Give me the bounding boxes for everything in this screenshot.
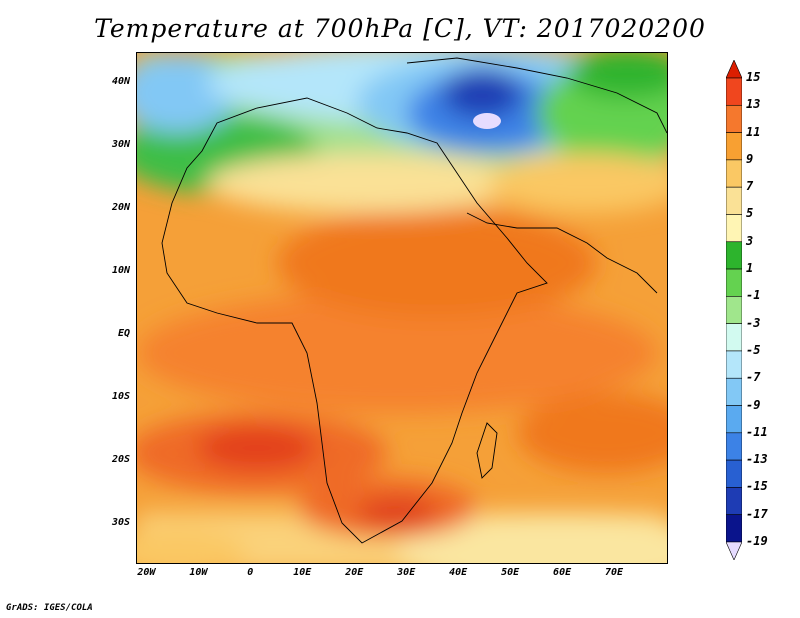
colorbar-segment bbox=[726, 77, 742, 106]
colorbar-label: -11 bbox=[746, 424, 768, 439]
lon-label: 40E bbox=[449, 567, 468, 578]
colorbar-label: 9 bbox=[746, 151, 754, 166]
colorbar-segment bbox=[726, 241, 742, 270]
colorbar-bottom-arrow bbox=[726, 541, 742, 560]
colorbar-segment bbox=[726, 104, 742, 133]
lat-label: 40N bbox=[111, 76, 130, 88]
colorbar-segment bbox=[726, 487, 742, 516]
colorbar-label: 3 bbox=[746, 233, 754, 248]
colorbar-label: -9 bbox=[746, 397, 761, 412]
coastlines bbox=[161, 57, 667, 544]
lat-label: 20S bbox=[111, 454, 130, 466]
colorbar-segment bbox=[726, 323, 742, 352]
colorbar-label: -7 bbox=[746, 370, 761, 385]
lat-label: 20N bbox=[111, 202, 130, 214]
colorbar-label: 1 bbox=[746, 261, 754, 276]
colorbar-label: -5 bbox=[746, 342, 761, 357]
cold-core bbox=[473, 113, 501, 129]
lat-label: 10N bbox=[111, 265, 130, 277]
colorbar-segment bbox=[726, 214, 742, 243]
colorbar-label: -19 bbox=[746, 534, 768, 548]
map-title: Temperature at 700hPa [C], VT: 201702020… bbox=[94, 14, 706, 43]
colorbar-segment bbox=[726, 432, 742, 461]
lon-label: 60E bbox=[553, 567, 572, 578]
temperature-map bbox=[136, 52, 668, 564]
lon-label: 20E bbox=[345, 567, 364, 578]
colorbar-label: -1 bbox=[746, 288, 761, 303]
colorbar-label: 7 bbox=[746, 179, 754, 194]
lon-label: 10W bbox=[189, 567, 208, 578]
colorbar-label: -17 bbox=[746, 506, 768, 521]
colorbar-segment bbox=[726, 268, 742, 297]
lon-label: 30E bbox=[397, 567, 416, 578]
map-canvas bbox=[137, 53, 667, 563]
colorbar-label: 5 bbox=[746, 206, 754, 221]
colorbar-segment bbox=[726, 159, 742, 188]
lon-label: 50E bbox=[501, 567, 520, 578]
temperature-field bbox=[137, 53, 667, 563]
colorbar-segment bbox=[726, 405, 742, 434]
lat-label: EQ bbox=[117, 328, 130, 340]
colorbar-label: -15 bbox=[746, 479, 768, 494]
colorbar-segment bbox=[726, 350, 742, 379]
colorbar-label: -3 bbox=[746, 315, 761, 330]
colorbar-segment bbox=[726, 186, 742, 215]
lat-label: 30S bbox=[111, 517, 130, 529]
lon-label: 20W bbox=[137, 567, 156, 578]
colorbar-segment bbox=[726, 377, 742, 406]
colorbar-label: 15 bbox=[746, 70, 761, 84]
colorbar-segment bbox=[726, 514, 742, 543]
lat-label: 30N bbox=[111, 139, 130, 151]
colorbar-label: -13 bbox=[746, 452, 768, 467]
colorbar-label: 13 bbox=[746, 97, 761, 112]
lon-label: 0 bbox=[247, 567, 254, 578]
lon-label: 10E bbox=[293, 567, 312, 578]
colorbar bbox=[726, 60, 742, 560]
colorbar-label: 11 bbox=[746, 124, 761, 139]
credit-text: GrADS: IGES/COLA bbox=[6, 603, 93, 613]
colorbar-segment bbox=[726, 296, 742, 324]
colorbar-segment bbox=[726, 459, 742, 488]
lon-label: 70E bbox=[605, 567, 624, 578]
lat-label: 10S bbox=[111, 391, 130, 403]
colorbar-top-arrow bbox=[726, 60, 742, 79]
colorbar-legend: 15 13 11 9 7 5 3 1 -1 -3 -5 -7 -9 -11 -13 -15 -17 -19 bbox=[722, 60, 792, 560]
colorbar-segment bbox=[726, 132, 742, 161]
